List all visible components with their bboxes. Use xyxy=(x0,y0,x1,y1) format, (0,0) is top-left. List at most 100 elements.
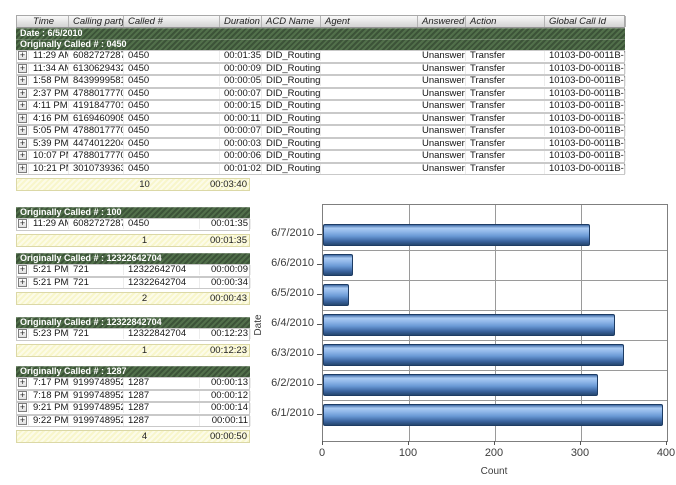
table-row: +5:05 PM 4788017770 0450 00:00:07 DID_Routin… xyxy=(16,125,626,138)
summary-total-duration: 00:00:43 xyxy=(210,293,247,304)
cell-calling: 721 xyxy=(69,277,124,288)
cell-answered: Unanswered xyxy=(418,51,466,62)
bar-6/7/2010 xyxy=(323,224,590,246)
table-row: +7:18 PM 9199748952 1287 00:00:12 xyxy=(16,389,251,402)
cell-called: 0450 xyxy=(124,113,220,124)
cell-calling: 721 xyxy=(69,329,124,340)
cell-calling: 3010739363 xyxy=(69,163,124,174)
expand-cell: + xyxy=(17,415,29,426)
cell-time: 11:29 AM xyxy=(29,51,69,62)
cell-duration: 00:00:06 xyxy=(220,151,262,162)
cell-time: 7:17 PM xyxy=(29,378,69,389)
group-summary-row: 10 00:03:40 xyxy=(16,178,250,191)
cell-called: 1287 xyxy=(124,415,200,426)
group-header: Originally Called # : 0450 xyxy=(16,39,625,50)
expand-row-button[interactable]: + xyxy=(18,390,27,400)
cell-action: Transfer xyxy=(466,126,545,137)
cell-time: 7:18 PM xyxy=(29,390,69,401)
cell-global_id: 10103-D0-0011B-770 xyxy=(545,76,626,87)
expand-row-button[interactable]: + xyxy=(18,403,27,413)
expand-row-button[interactable]: + xyxy=(18,415,27,425)
cell-called: 0450 xyxy=(124,76,220,87)
expand-row-button[interactable]: + xyxy=(18,113,27,123)
cell-duration: 00:00:34 xyxy=(200,277,251,288)
table-row: +10:07 PM4788017770045000:00:06DID_Routi… xyxy=(16,150,626,163)
column-header-called-[interactable]: Called # xyxy=(124,16,220,27)
cell-acd: DID_Routing xyxy=(262,138,321,149)
expand-cell: + xyxy=(17,88,29,99)
cell-duration: 00:00:09 xyxy=(200,265,251,276)
cell-duration: 00:01:35 xyxy=(220,51,262,62)
cell-action: Transfer xyxy=(466,151,545,162)
cell-time: 10:21 PM xyxy=(29,163,69,174)
expand-cell: + xyxy=(17,101,29,112)
expand-row-button[interactable]: + xyxy=(18,138,27,148)
cell-duration: 00:00:15 xyxy=(220,101,262,112)
cell-calling: 9199748952 xyxy=(69,415,124,426)
column-header-time[interactable]: Time xyxy=(29,16,69,27)
expand-cell: + xyxy=(17,113,29,124)
chart-plot-area xyxy=(322,204,668,442)
cell-acd: DID_Routing xyxy=(262,113,321,124)
expand-row-button[interactable]: + xyxy=(18,63,27,73)
cell-answered: Unanswered xyxy=(418,138,466,149)
group-summary-row: 2 00:00:43 xyxy=(16,292,250,305)
expand-row-button[interactable]: + xyxy=(18,163,27,173)
cell-acd: DID_Routing xyxy=(262,101,321,112)
cell-duration: 00:01:35 xyxy=(200,219,251,230)
y-tick-label: 6/4/2010 xyxy=(271,317,314,329)
summary-call-count: 1 xyxy=(141,234,148,246)
column-header-answered[interactable]: Answered xyxy=(418,16,466,27)
cell-answered: Unanswered xyxy=(418,88,466,99)
y-tick-label: 6/7/2010 xyxy=(271,227,314,239)
expand-cell: + xyxy=(17,403,29,414)
date-group-header: Date : 6/5/2010 xyxy=(16,28,625,39)
expand-row-button[interactable]: + xyxy=(18,151,27,161)
table-row: +11:34 AM 6130629432 0450 00:00:09 DID_Routi… xyxy=(16,62,626,75)
cell-acd: DID_Routing xyxy=(262,151,321,162)
expand-row-button[interactable]: + xyxy=(18,126,27,136)
column-header-duration[interactable]: Duration xyxy=(220,16,262,27)
cell-duration: 00:00:11 xyxy=(200,415,251,426)
cell-calling: 8439999581 xyxy=(69,76,124,87)
x-tick-mark xyxy=(494,441,495,445)
column-header-acd-name[interactable]: ACD Name xyxy=(262,16,321,27)
expand-cell: + xyxy=(17,277,29,288)
y-tick-mark xyxy=(317,384,322,385)
x-tick-label: 100 xyxy=(398,447,418,459)
cell-time: 11:34 AM xyxy=(29,63,69,74)
expand-cell: + xyxy=(17,51,29,62)
cell-acd: DID_Routing xyxy=(262,51,321,62)
cell-calling: 6130629432 xyxy=(69,63,124,74)
expand-row-button[interactable]: + xyxy=(18,88,27,98)
expand-row-button[interactable]: + xyxy=(18,101,27,111)
cell-calling: 4788017770 xyxy=(69,88,124,99)
expand-row-button[interactable]: + xyxy=(18,76,27,86)
expand-row-button[interactable]: + xyxy=(18,329,27,339)
table-row: +2:37 PM 4788017770 0450 00:00:07 DID_Routin… xyxy=(16,87,626,100)
cell-global_id: 10103-D0-0011B-774 xyxy=(545,126,626,137)
summary-total-duration: 00:01:35 xyxy=(210,234,247,246)
expand-row-button[interactable]: + xyxy=(18,219,27,229)
y-tick-mark xyxy=(317,264,322,265)
y-tick-mark xyxy=(317,354,322,355)
expand-row-button[interactable]: + xyxy=(18,265,27,275)
expand-row-button[interactable]: + xyxy=(18,277,27,287)
expand-row-button[interactable]: + xyxy=(18,51,27,61)
cell-global_id: 10103-D0-0011B-772 xyxy=(545,101,626,112)
column-header-action[interactable]: Action xyxy=(466,16,545,27)
cell-action: Transfer xyxy=(466,138,545,149)
cell-time: 1:58 PM xyxy=(29,76,69,87)
group-header: Originally Called # : 1287 xyxy=(16,366,250,377)
summary-total-duration: 00:12:23 xyxy=(210,344,247,356)
column-header-agent[interactable]: Agent xyxy=(321,16,418,27)
cell-answered: Unanswered xyxy=(418,76,466,87)
column-header-global-call-id[interactable]: Global Call Id xyxy=(545,16,626,27)
gridline-horizontal xyxy=(323,400,667,401)
y-tick-mark xyxy=(317,234,322,235)
expand-cell: + xyxy=(17,163,29,174)
table-row: +5:23 PM 721 12322842704 00:12:23 xyxy=(16,328,251,341)
expand-row-button[interactable]: + xyxy=(18,378,27,388)
column-header-calling-party-[interactable]: Calling party # xyxy=(69,16,124,27)
